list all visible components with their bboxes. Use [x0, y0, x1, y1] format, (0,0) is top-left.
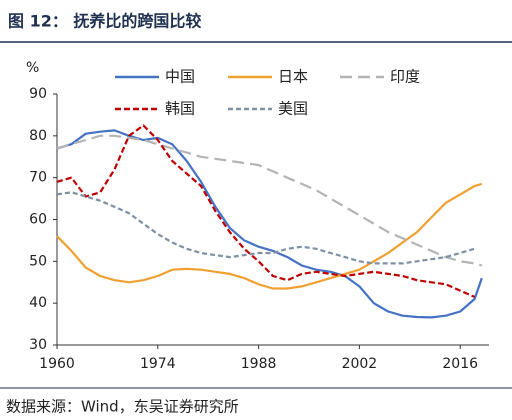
series-line	[56, 182, 483, 290]
legend-label: 中国	[165, 68, 195, 86]
x-tick-label: 1988	[241, 356, 277, 372]
y-tick-label: 80	[29, 128, 47, 144]
legend-label: 日本	[278, 68, 308, 86]
series-line	[56, 124, 476, 298]
y-tick-label: 90	[29, 86, 47, 102]
y-tick-label: 70	[29, 170, 47, 186]
legend-label: 韩国	[165, 100, 195, 118]
x-tick-label: 1974	[140, 356, 176, 372]
x-tick-label: 1960	[39, 356, 75, 372]
series-line	[56, 134, 483, 267]
x-tick-label: 2002	[342, 356, 378, 372]
source-note: 数据来源：Wind，东吴证券研究所	[6, 398, 239, 416]
series-line	[56, 191, 475, 265]
chart-title: 图 12： 抚养比的跨国比较	[8, 12, 201, 31]
legend-label: 美国	[278, 100, 308, 118]
series-line	[56, 129, 483, 319]
y-tick-label: 50	[29, 253, 47, 269]
x-tick-label: 2016	[442, 356, 478, 372]
y-unit: %	[26, 60, 39, 76]
y-tick-label: 60	[29, 212, 47, 228]
y-tick-label: 40	[29, 295, 47, 311]
legend-label: 印度	[390, 68, 420, 86]
y-tick-label: 30	[29, 337, 47, 353]
